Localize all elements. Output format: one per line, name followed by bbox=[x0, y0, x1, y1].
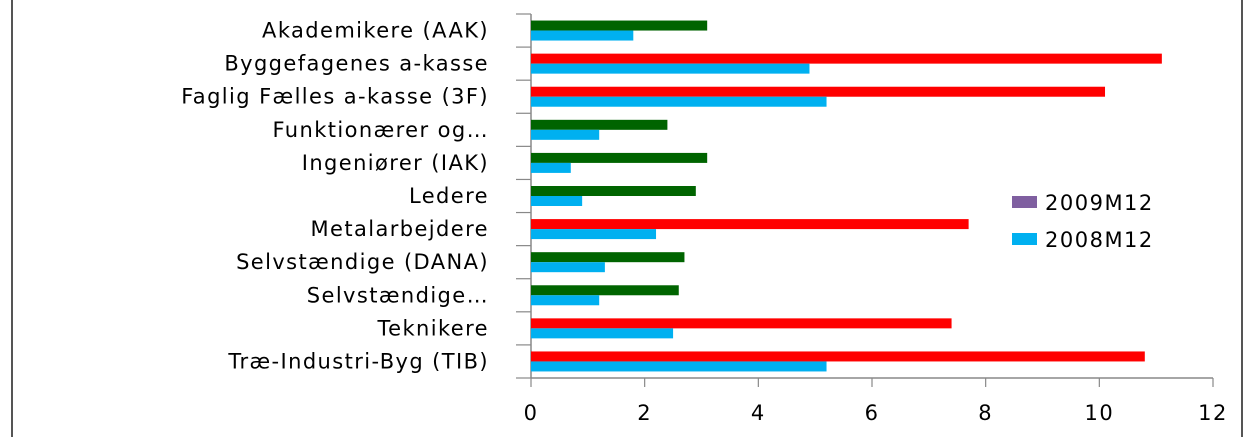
category-label: Træ-Industri-Byg (TIB) bbox=[227, 349, 489, 373]
value-tick-label: 8 bbox=[978, 401, 993, 425]
bar-2009m12 bbox=[531, 119, 668, 130]
bar-2008m12 bbox=[531, 63, 810, 74]
bar-2009m12 bbox=[531, 351, 1145, 362]
legend-swatch-2009m12 bbox=[1012, 196, 1037, 208]
category-label: Ledere bbox=[409, 184, 489, 208]
bar-2008m12 bbox=[531, 295, 600, 306]
bar-2009m12 bbox=[531, 285, 679, 296]
bar-2008m12 bbox=[531, 196, 583, 206]
bar-2008m12 bbox=[531, 229, 657, 240]
bar-2009m12 bbox=[531, 152, 708, 163]
value-tick-label: 4 bbox=[751, 401, 766, 425]
bars-group bbox=[531, 20, 1162, 372]
legend: 2009M12 2008M12 bbox=[1012, 191, 1154, 252]
bar-2008m12 bbox=[531, 361, 827, 372]
category-label: Selvstændige (DANA) bbox=[236, 250, 489, 274]
category-label: Faglig Fælles a-kasse (3F) bbox=[181, 85, 489, 109]
category-label: Teknikere bbox=[376, 316, 489, 340]
bar-2008m12 bbox=[531, 30, 634, 41]
bar-2009m12 bbox=[531, 186, 696, 196]
value-tick-label: 0 bbox=[524, 401, 539, 425]
bar-2009m12 bbox=[531, 318, 952, 329]
value-tick-label: 12 bbox=[1198, 401, 1228, 425]
value-tick-label: 10 bbox=[1084, 401, 1114, 425]
category-label: Akademikere (AAK) bbox=[262, 19, 489, 43]
bar-2009m12 bbox=[531, 219, 969, 230]
legend-label-2008m12: 2008M12 bbox=[1045, 228, 1154, 252]
bar-2009m12 bbox=[531, 53, 1162, 64]
value-axis: 0 2 4 6 8 10 12 bbox=[524, 377, 1228, 425]
bar-2009m12 bbox=[531, 86, 1106, 97]
bar-2009m12 bbox=[531, 20, 708, 31]
legend-label-2009m12: 2009M12 bbox=[1045, 191, 1154, 215]
category-label: Byggefagenes a-kasse bbox=[224, 52, 489, 76]
legend-swatch-2008m12 bbox=[1012, 233, 1037, 245]
bar-2008m12 bbox=[531, 328, 674, 339]
value-tick-label: 2 bbox=[637, 401, 652, 425]
category-label: Funktionærer og… bbox=[272, 118, 489, 142]
bar-2008m12 bbox=[531, 129, 600, 140]
bar-2008m12 bbox=[531, 96, 827, 107]
bar-2009m12 bbox=[531, 252, 685, 263]
category-label: Ingeniører (IAK) bbox=[302, 151, 489, 175]
category-label: Selvstændige… bbox=[307, 283, 489, 307]
bar-2008m12 bbox=[531, 262, 605, 273]
category-axis: Akademikere (AAK) Byggefagenes a-kasse Fag… bbox=[181, 13, 532, 379]
bar-2008m12 bbox=[531, 162, 571, 173]
category-label: Metalarbejdere bbox=[310, 217, 489, 241]
value-tick-label: 6 bbox=[865, 401, 880, 425]
